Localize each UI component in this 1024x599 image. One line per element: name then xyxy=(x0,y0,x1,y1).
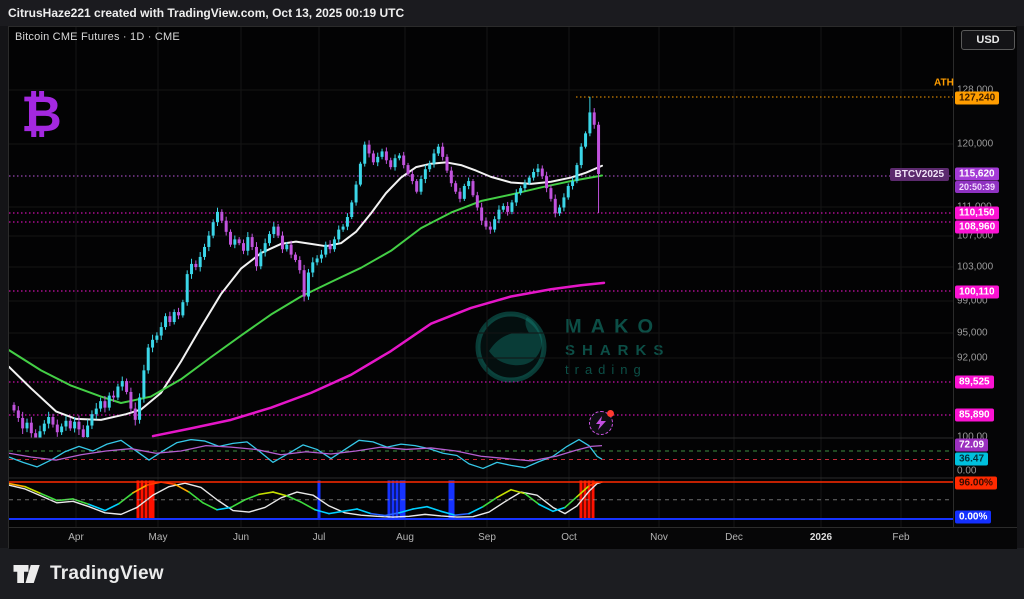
tradingview-logo-icon xyxy=(13,564,40,583)
price-label: 110,150 xyxy=(955,206,999,220)
time-axis[interactable] xyxy=(9,527,1017,549)
lightning-icon xyxy=(596,416,606,430)
osc-slow xyxy=(9,444,603,462)
price-label: 36.47 xyxy=(955,452,989,466)
candles xyxy=(12,96,601,438)
price-tick: 95,000 xyxy=(957,327,988,339)
osc-fast xyxy=(9,439,603,470)
ath-label: ATH xyxy=(934,77,954,89)
gridlines xyxy=(9,27,953,527)
lightning-button[interactable] xyxy=(589,410,614,435)
contract-badge: BTCV2025 xyxy=(889,168,949,181)
time-label: Oct xyxy=(561,532,577,543)
time-label: Jun xyxy=(232,532,250,543)
price-tick: 128,000 xyxy=(957,84,994,96)
currency-button[interactable]: USD xyxy=(961,30,1015,50)
notification-dot xyxy=(607,410,614,417)
credit-bar: CitrusHaze221 created with TradingView.c… xyxy=(0,0,1024,26)
time-label: 2026 xyxy=(809,532,833,543)
time-label: Dec xyxy=(725,532,743,543)
footer: TradingView xyxy=(0,548,1024,599)
price-label: 115,620 xyxy=(955,167,999,181)
price-tick: 100.00 xyxy=(957,431,988,443)
time-label: Aug xyxy=(396,532,414,543)
symbol-title[interactable]: Bitcoin CME Futures · 1D · CME xyxy=(15,31,180,43)
price-label: 127,240 xyxy=(955,91,1000,105)
price-label: 100,110 xyxy=(955,285,999,299)
price-label: 108,960 xyxy=(955,220,1000,234)
time-label: Apr xyxy=(68,532,84,543)
price-label: 85,890 xyxy=(955,408,994,422)
time-label: Jul xyxy=(312,532,326,543)
time-label: May xyxy=(148,532,168,543)
price-tick: 99,000 xyxy=(957,295,988,307)
price-label: 0.00% xyxy=(955,510,992,524)
price-label: 96.00% xyxy=(955,476,997,490)
watermark-line3: trading xyxy=(565,361,647,377)
credit-text: CitrusHaze221 created with TradingView.c… xyxy=(8,6,405,20)
time-label: Nov xyxy=(650,532,668,543)
moving-averages xyxy=(9,161,606,438)
price-label: 89,525 xyxy=(955,375,994,389)
watermark: MAKO SHARKS trading xyxy=(467,299,670,393)
time-label: Sep xyxy=(478,532,496,543)
bitcoin-logo-icon: ₿ xyxy=(21,85,62,143)
ma-magenta xyxy=(151,281,606,438)
price-label: 72.09 xyxy=(955,438,989,452)
price-tick: 107,000 xyxy=(957,230,994,242)
price-tick: 0.00 xyxy=(957,465,977,477)
price-tick: 92,000 xyxy=(957,352,988,364)
ma-green xyxy=(9,174,603,405)
oscillator-lines xyxy=(9,439,603,470)
price-label: 20:50:39 xyxy=(955,181,1000,193)
signal-white-line xyxy=(9,481,603,518)
shark-logo-icon xyxy=(475,311,547,383)
time-label: Feb xyxy=(892,532,910,543)
price-tick: 103,000 xyxy=(957,261,994,273)
chart-plot[interactable] xyxy=(9,27,953,527)
watermark-line1: MAKO xyxy=(565,315,663,338)
price-tick: 120,000 xyxy=(957,138,994,150)
watermark-line2: SHARKS xyxy=(565,341,671,359)
chart-frame: MAKO SHARKS trading Bitcoin CME Futures … xyxy=(8,26,1017,549)
footer-brand: TradingView xyxy=(50,562,164,584)
